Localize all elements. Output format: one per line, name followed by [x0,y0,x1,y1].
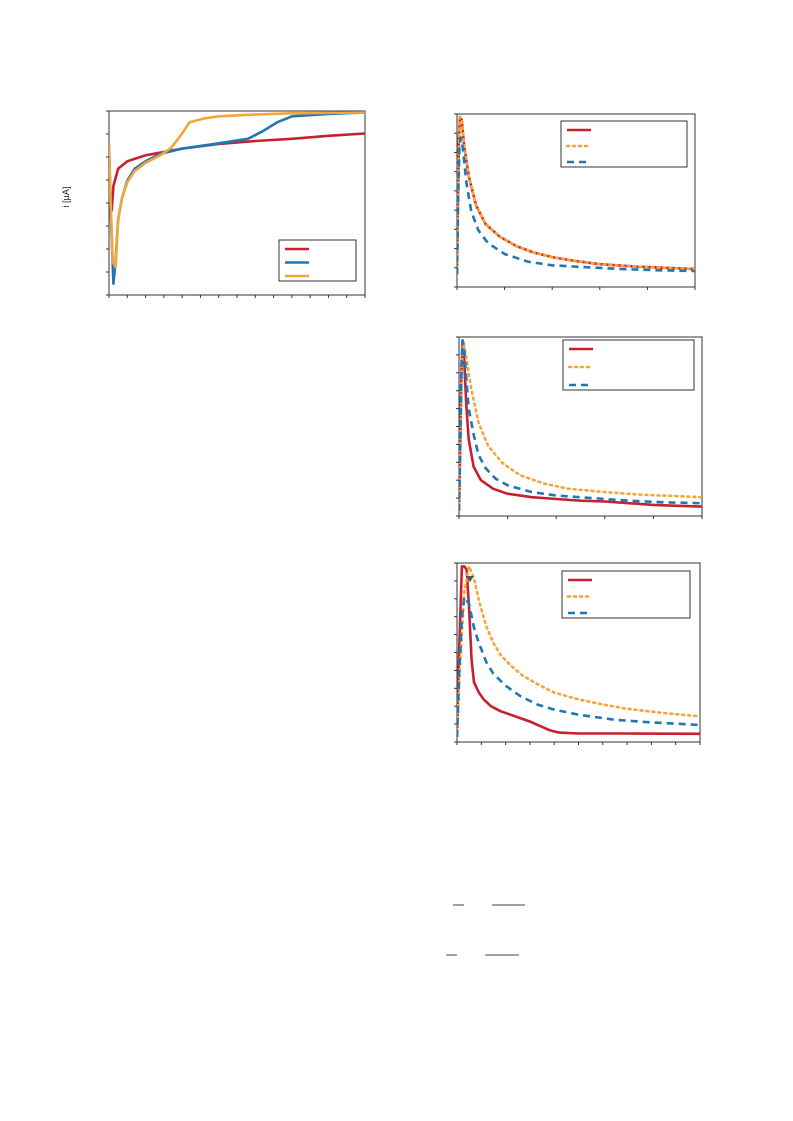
legend-box [561,570,691,619]
chart-middle-right [456,336,703,519]
legend-box [278,239,357,282]
chart-bottom-right [454,562,701,745]
series-line-2 [459,339,702,511]
series-line-1 [457,565,700,739]
legend-box [562,339,695,391]
peak-marker-icon [466,576,474,582]
chart-top-right [454,113,696,290]
series-line-2 [457,595,700,737]
series-line-0 [109,132,365,213]
legend-box [560,120,688,168]
chart-current-transient: i [µA] [61,110,366,298]
equation-fragments [446,904,525,956]
series-line-0 [457,565,700,737]
series-line-1 [457,115,695,276]
y-axis-label: i [µA] [61,187,71,208]
series-line-2 [109,111,365,269]
